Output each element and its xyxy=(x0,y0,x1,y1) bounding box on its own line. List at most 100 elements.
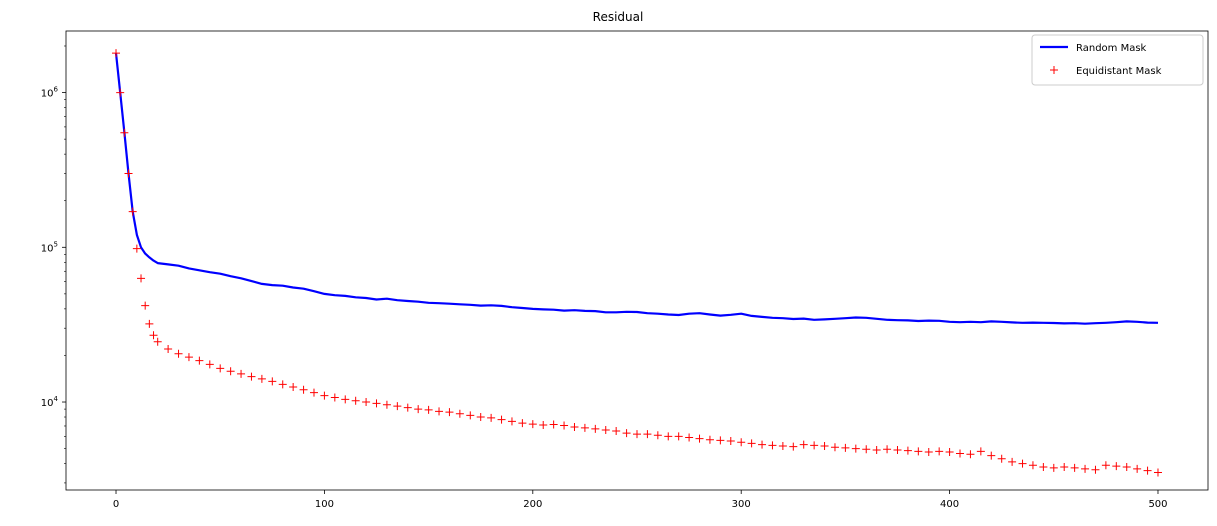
equidistant-mask-point-89 xyxy=(976,447,985,456)
equidistant-mask-point-20 xyxy=(257,374,266,383)
equidistant-mask-point-75 xyxy=(830,443,839,452)
series-line-random-mask xyxy=(114,52,1159,325)
x-tick-label-0: 0 xyxy=(113,499,119,510)
equidistant-mask-point-21 xyxy=(268,377,277,386)
equidistant-mask-point-76 xyxy=(841,443,850,452)
equidistant-mask-point-11 xyxy=(164,345,173,354)
equidistant-mask-point-97 xyxy=(1060,463,1069,472)
equidistant-mask-point-38 xyxy=(445,408,454,417)
equidistant-mask-point-65 xyxy=(726,436,735,445)
equidistant-mask-point-52 xyxy=(591,424,600,433)
equidistant-mask-point-43 xyxy=(497,415,506,424)
equidistant-mask-point-23 xyxy=(289,383,298,392)
equidistant-mask-point-25 xyxy=(309,388,318,397)
x-tick-label-300: 300 xyxy=(732,499,751,510)
plot-frame xyxy=(65,30,1209,491)
equidistant-mask-point-56 xyxy=(633,430,641,439)
equidistant-mask-point-103 xyxy=(1122,463,1131,472)
equidistant-mask-point-7 xyxy=(141,301,150,310)
equidistant-mask-point-0 xyxy=(112,49,121,58)
equidistant-mask-point-12 xyxy=(174,349,183,358)
x-tick-label-200: 200 xyxy=(523,499,542,510)
equidistant-mask-point-31 xyxy=(372,399,381,408)
chart-title: Residual xyxy=(593,10,644,24)
y-tick-label-5: 105 xyxy=(41,240,58,254)
equidistant-mask-point-34 xyxy=(403,403,412,412)
equidistant-mask-point-88 xyxy=(966,450,975,459)
equidistant-mask-point-101 xyxy=(1101,461,1110,470)
equidistant-mask-point-6 xyxy=(137,274,146,283)
equidistant-mask-point-44 xyxy=(507,417,516,426)
equidistant-mask-point-59 xyxy=(664,432,673,441)
equidistant-mask-point-84 xyxy=(924,448,933,457)
x-tick-label-100: 100 xyxy=(315,499,334,510)
equidistant-mask-point-70 xyxy=(778,441,787,450)
equidistant-mask-point-17 xyxy=(226,367,235,376)
equidistant-mask-point-85 xyxy=(935,447,944,456)
equidistant-mask-point-77 xyxy=(851,444,860,453)
equidistant-mask-point-93 xyxy=(1018,459,1027,468)
equidistant-mask-point-106 xyxy=(1153,468,1162,477)
equidistant-mask-point-73 xyxy=(810,441,819,450)
equidistant-mask-point-28 xyxy=(341,395,350,404)
legend-box xyxy=(1031,34,1204,86)
equidistant-mask-point-29 xyxy=(351,396,360,405)
equidistant-mask-point-80 xyxy=(883,445,892,454)
equidistant-mask-point-82 xyxy=(903,446,912,455)
y-axis: 104 105 106 xyxy=(41,45,66,484)
equidistant-mask-point-54 xyxy=(612,426,621,435)
equidistant-mask-point-41 xyxy=(476,413,485,422)
equidistant-mask-point-10 xyxy=(153,337,162,346)
legend-label-random-mask: Random Mask xyxy=(1076,43,1147,54)
equidistant-mask-point-87 xyxy=(956,449,965,458)
equidistant-mask-point-96 xyxy=(1049,463,1058,472)
equidistant-mask-point-91 xyxy=(997,454,1006,463)
equidistant-mask-point-90 xyxy=(987,451,996,460)
x-tick-label-500: 500 xyxy=(1148,499,1167,510)
equidistant-mask-point-100 xyxy=(1091,465,1100,474)
equidistant-mask-point-104 xyxy=(1133,464,1142,473)
series-layer xyxy=(112,49,1162,477)
equidistant-mask-point-13 xyxy=(184,353,193,362)
equidistant-mask-point-60 xyxy=(674,432,683,441)
equidistant-mask-point-78 xyxy=(862,445,871,454)
legend: Random Mask Equidistant Mask xyxy=(1031,34,1204,86)
equidistant-mask-point-30 xyxy=(362,398,371,407)
equidistant-mask-point-63 xyxy=(705,435,714,444)
equidistant-mask-point-58 xyxy=(653,431,662,440)
equidistant-mask-point-4 xyxy=(128,207,137,216)
equidistant-mask-point-55 xyxy=(622,429,631,438)
x-tick-label-400: 400 xyxy=(940,499,959,510)
equidistant-mask-point-95 xyxy=(1039,463,1048,472)
equidistant-mask-point-39 xyxy=(455,409,464,418)
equidistant-mask-point-48 xyxy=(549,420,558,429)
equidistant-mask-point-67 xyxy=(747,439,756,448)
legend-plus-swatch xyxy=(1050,66,1058,74)
equidistant-mask-point-49 xyxy=(560,421,569,430)
equidistant-mask-point-16 xyxy=(216,364,225,373)
equidistant-mask-point-1 xyxy=(116,88,125,97)
equidistant-mask-point-35 xyxy=(414,405,423,414)
equidistant-mask-point-83 xyxy=(914,447,923,456)
equidistant-mask-point-8 xyxy=(145,319,154,328)
equidistant-mask-point-98 xyxy=(1070,463,1079,472)
equidistant-mask-point-42 xyxy=(487,413,496,422)
equidistant-mask-point-22 xyxy=(278,380,287,389)
equidistant-mask-point-24 xyxy=(299,385,308,394)
equidistant-mask-point-68 xyxy=(758,440,767,449)
equidistant-mask-point-47 xyxy=(539,421,548,430)
equidistant-mask-point-40 xyxy=(466,411,475,420)
equidistant-mask-point-92 xyxy=(1008,457,1017,466)
equidistant-mask-point-57 xyxy=(643,430,652,439)
equidistant-mask-point-15 xyxy=(205,360,214,369)
equidistant-mask-point-46 xyxy=(528,420,537,429)
x-axis: 0 100 200 300 400 500 xyxy=(113,490,1168,510)
equidistant-mask-point-62 xyxy=(695,434,704,443)
equidistant-mask-point-32 xyxy=(382,400,391,409)
equidistant-mask-point-69 xyxy=(768,441,777,450)
equidistant-mask-point-72 xyxy=(799,440,808,449)
equidistant-mask-point-19 xyxy=(247,372,256,381)
equidistant-mask-point-3 xyxy=(124,169,133,178)
legend-label-equidistant-mask: Equidistant Mask xyxy=(1076,66,1162,77)
equidistant-mask-point-53 xyxy=(601,425,610,434)
